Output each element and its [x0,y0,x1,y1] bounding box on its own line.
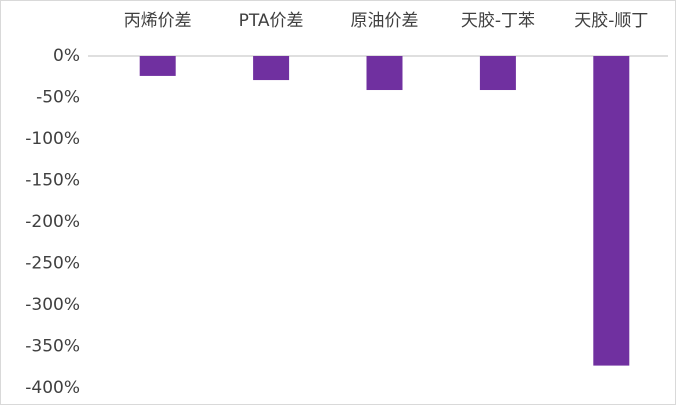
y-tick-label: -100% [25,129,80,149]
y-tick-label: -400% [25,378,80,398]
y-tick-label: -50% [36,88,80,108]
bar [139,56,176,76]
x-tick-label: 天胶-丁苯 [461,11,535,31]
y-tick-label: -250% [25,254,80,274]
y-tick-label: -200% [25,212,80,232]
y-tick-label: -350% [25,337,80,357]
x-tick-label: PTA价差 [239,11,304,31]
y-tick-label: -300% [25,295,80,315]
y-tick-label: -150% [25,171,80,191]
x-tick-label: 天胶-顺丁 [574,11,648,31]
bar [366,56,403,91]
x-tick-label: 丙烯价差 [124,11,192,31]
bar [479,56,516,91]
bar [253,56,290,81]
bar [593,56,630,366]
y-tick-label: 0% [53,46,80,66]
x-tick-label: 原油价差 [351,11,419,31]
